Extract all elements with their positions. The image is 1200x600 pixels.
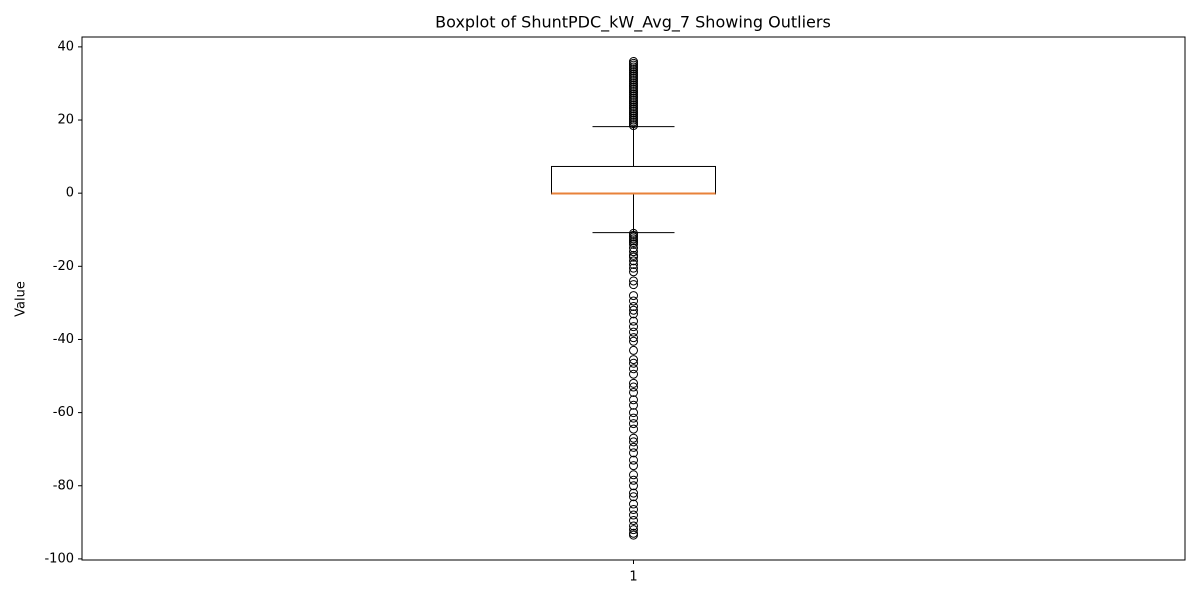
y-tick-label: -20 (53, 259, 74, 274)
y-tick-label: -60 (53, 405, 74, 420)
outlier (629, 364, 638, 374)
y-tick-label: -80 (53, 478, 74, 493)
outlier (629, 327, 638, 337)
outlier (629, 461, 638, 471)
outlier (629, 437, 638, 447)
outlier (629, 413, 638, 423)
outlier (629, 395, 638, 405)
box (551, 165, 716, 195)
outlier (629, 488, 638, 498)
outlier (629, 481, 638, 491)
outlier (629, 291, 638, 301)
outlier (629, 442, 638, 452)
outlier (629, 499, 638, 509)
outlier (629, 516, 638, 526)
outlier (629, 345, 638, 355)
outlier (629, 378, 638, 388)
outlier (629, 525, 638, 535)
outlier (629, 280, 638, 290)
outlier (629, 492, 638, 502)
y-tick-label: 40 (57, 39, 74, 54)
outlier (629, 316, 638, 326)
outlier (629, 355, 638, 365)
outlier (629, 505, 638, 515)
outlier (629, 470, 638, 480)
y-tick-label: -100 (44, 551, 74, 566)
outlier (629, 305, 638, 315)
outlier (629, 369, 638, 379)
outlier (629, 382, 638, 392)
outlier (629, 408, 638, 418)
outlier (629, 475, 638, 485)
outlier (629, 252, 638, 262)
y-tick-label: 20 (57, 113, 74, 128)
outlier (629, 448, 638, 458)
outlier (629, 530, 638, 540)
outlier (629, 309, 638, 319)
outlier (629, 322, 638, 332)
outlier (629, 243, 638, 253)
outlier (629, 263, 638, 273)
outlier (629, 424, 638, 434)
outlier (629, 259, 638, 269)
outlier (629, 510, 638, 520)
y-tick-label: 0 (66, 186, 74, 201)
outlier (629, 247, 638, 257)
outlier (629, 57, 638, 67)
outlier (629, 387, 638, 397)
outlier (629, 256, 638, 266)
outlier (629, 400, 638, 410)
y-axis-label: Value (14, 281, 29, 317)
outlier (629, 239, 638, 249)
outlier (629, 336, 638, 346)
outlier (629, 433, 638, 443)
outlier (629, 302, 638, 312)
outlier (629, 276, 638, 286)
outlier (629, 521, 638, 531)
outlier (629, 296, 638, 306)
outlier (629, 455, 638, 465)
outlier (629, 358, 638, 368)
chart-title: Boxplot of ShuntPDC_kW_Avg_7 Showing Out… (435, 13, 831, 33)
x-tick-label: 1 (629, 570, 637, 585)
outlier (629, 419, 638, 429)
outlier (629, 267, 638, 277)
outlier (629, 333, 638, 343)
y-tick-label: -40 (53, 332, 74, 347)
